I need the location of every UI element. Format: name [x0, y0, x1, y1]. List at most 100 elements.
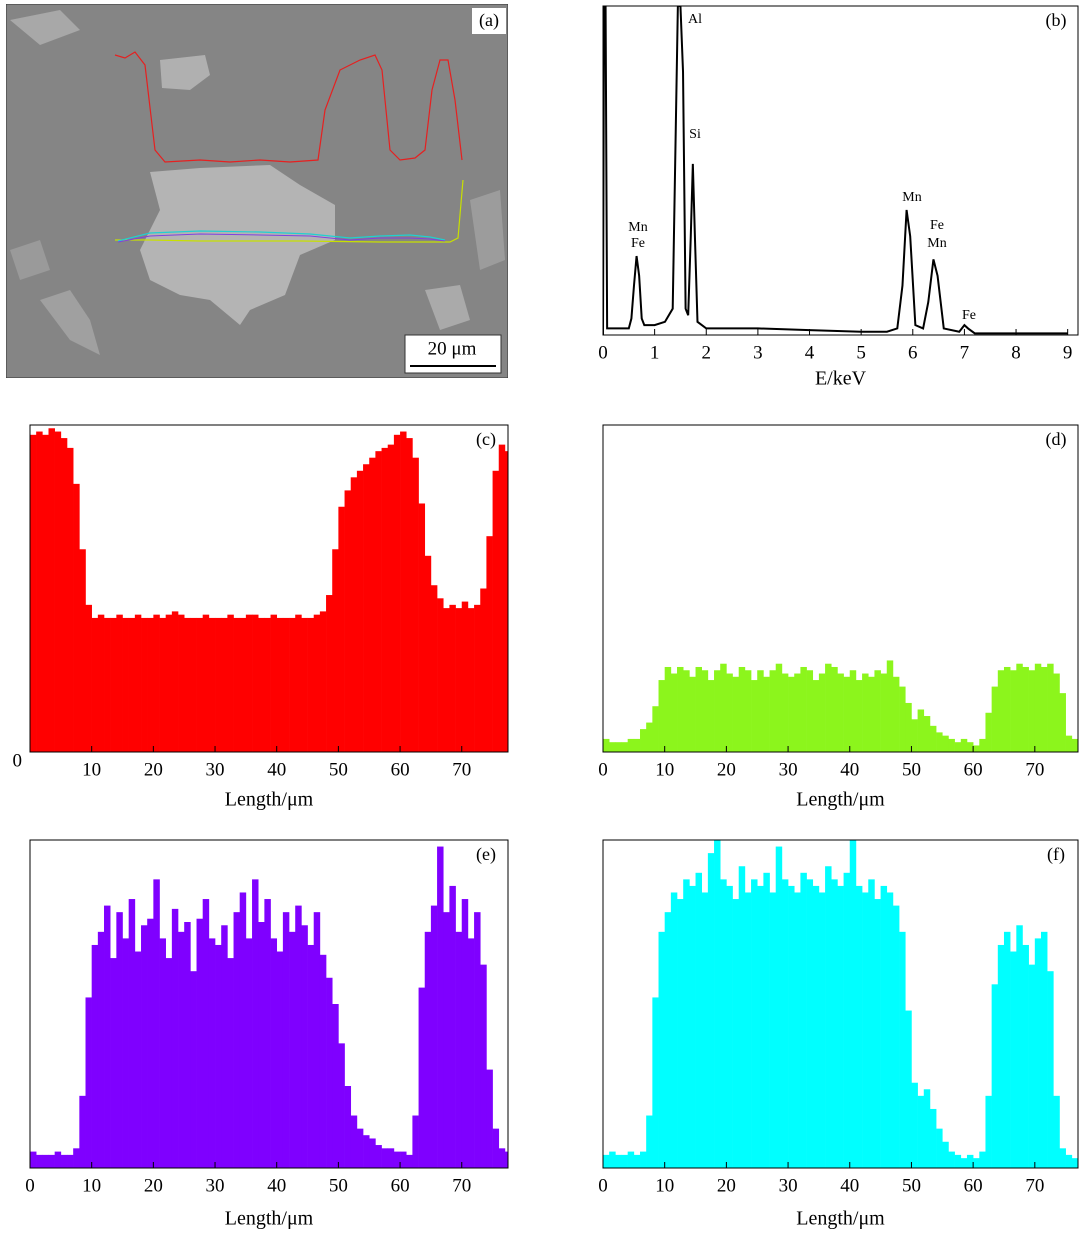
profile-bar	[295, 905, 302, 1168]
profile-bar	[233, 912, 241, 1168]
x-tick-label: 20	[717, 1175, 736, 1196]
profile-bar	[954, 742, 962, 752]
x-tick-label: 2	[702, 342, 712, 363]
plot-area	[603, 660, 1078, 752]
profile-bar	[633, 1154, 641, 1168]
profile-bar	[36, 1154, 43, 1168]
spectrum-line	[603, 6, 1068, 335]
profile-bar	[227, 614, 234, 752]
profile-bar	[42, 434, 49, 752]
x-tick-label: 9	[1063, 342, 1073, 363]
profile-bar	[326, 595, 333, 752]
profile-bar	[486, 1069, 493, 1168]
profile-bar	[862, 892, 869, 1168]
profile-bar	[110, 617, 117, 752]
profile-bar	[165, 958, 173, 1168]
x-tick-label: 1	[650, 342, 660, 363]
profile-bar	[184, 922, 191, 1168]
profile-bar	[997, 944, 1005, 1168]
panel-label: (b)	[1046, 10, 1067, 31]
profile-bar	[862, 673, 869, 752]
profile-bar	[695, 872, 703, 1168]
profile-bar	[184, 617, 191, 752]
profile-bar	[480, 964, 487, 1168]
profile-bar	[892, 905, 900, 1168]
profile-bar	[449, 885, 456, 1168]
profile-bar	[153, 879, 160, 1168]
profile-bar	[720, 663, 727, 752]
profile-bar	[393, 1151, 401, 1168]
profile-bar	[215, 944, 222, 1168]
profile-bar	[1034, 663, 1042, 752]
x-tick-label: 60	[391, 759, 410, 780]
profile-bar	[67, 1154, 74, 1168]
x-axis-label: E/keV	[815, 368, 867, 390]
peak-label: Si	[689, 127, 701, 142]
profile-bar	[917, 1095, 925, 1168]
profile-bar	[954, 1154, 962, 1168]
profile-bar	[492, 1128, 500, 1168]
profile-bar	[806, 670, 814, 752]
profile-bar	[855, 680, 863, 752]
profile-bar	[997, 670, 1005, 752]
profile-bar	[313, 614, 321, 752]
profile-bar	[1003, 666, 1011, 752]
profile-bar	[467, 608, 475, 752]
profile-bar	[227, 958, 234, 1168]
profile-bar	[110, 958, 117, 1168]
profile-bar	[474, 604, 481, 752]
profile-bar	[171, 908, 179, 1168]
plot-frame	[602, 839, 1079, 1169]
profile-bar	[338, 506, 345, 752]
profile-bar	[1003, 931, 1011, 1168]
profile-bar	[486, 536, 493, 752]
profile-bar	[474, 912, 481, 1168]
profile-bar	[307, 617, 315, 752]
x-tick-label: 10	[655, 1175, 674, 1196]
profile-bar	[91, 944, 99, 1168]
x-tick-label: 60	[391, 1175, 410, 1196]
profile-bar	[369, 457, 376, 752]
profile-bar	[319, 954, 327, 1168]
profile-bar	[128, 617, 136, 752]
plot-area	[603, 840, 1078, 1168]
profile-bar	[744, 892, 752, 1168]
profile-bar	[849, 670, 857, 752]
profile-bar	[640, 1151, 647, 1168]
profile-bar	[664, 666, 672, 752]
x-tick-label: 50	[902, 1175, 921, 1196]
profile-bar	[1016, 925, 1023, 1168]
profile-bar	[97, 931, 105, 1168]
plot-frame	[602, 424, 1079, 753]
profile-bar	[929, 1108, 937, 1168]
profile-bar	[85, 997, 92, 1168]
profile-bar	[868, 879, 875, 1168]
profile-bar	[886, 892, 894, 1168]
profile-bar	[239, 617, 247, 752]
profile-bar	[874, 670, 881, 752]
profile-bar	[258, 922, 265, 1168]
profile-bar	[985, 712, 992, 752]
profile-bar	[818, 892, 826, 1168]
profile-bar	[461, 601, 469, 752]
profile-bar	[215, 617, 222, 752]
profile-bar	[849, 840, 857, 1168]
profile-bar	[276, 951, 284, 1168]
profile-bar	[627, 1151, 635, 1168]
profile-bar	[171, 611, 179, 752]
particle	[10, 10, 80, 45]
profile-bar	[36, 431, 43, 752]
profile-bar	[707, 853, 715, 1168]
profile-bar	[363, 464, 370, 752]
profile-bar	[418, 987, 426, 1168]
profile-bar	[313, 912, 321, 1168]
profile-bar	[356, 470, 364, 752]
profile-bar	[178, 614, 185, 752]
profile-bar	[289, 617, 296, 752]
profile-bar	[905, 1010, 912, 1168]
profile-bar	[812, 885, 820, 1168]
profile-bar	[122, 938, 129, 1168]
profile-bar	[886, 660, 894, 752]
plot-area	[30, 428, 508, 752]
